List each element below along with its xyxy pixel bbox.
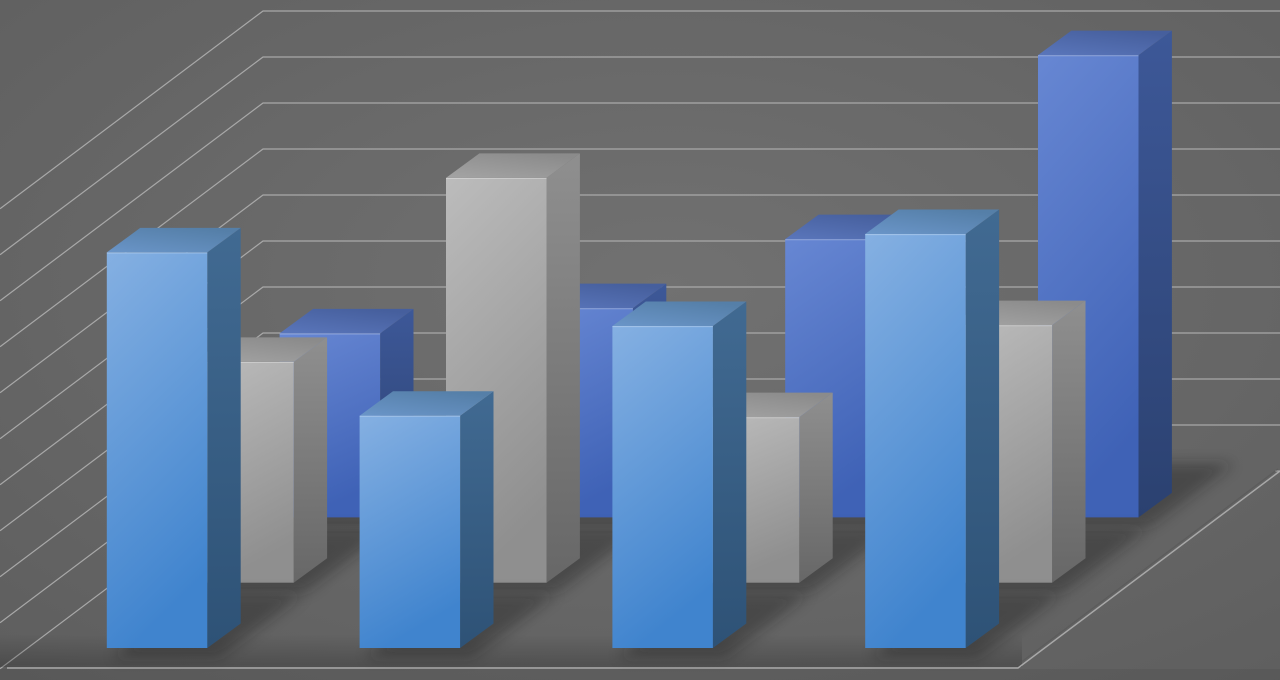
bar-face-side	[207, 227, 241, 648]
bar-face-side	[712, 301, 747, 648]
bar-face-top	[106, 227, 241, 253]
gridline	[0, 148, 1280, 348]
gridline	[0, 194, 1280, 394]
bar-c4-r3	[1038, 30, 1172, 518]
bar-c3-r1	[612, 301, 747, 648]
bar-face-front	[612, 326, 713, 648]
bar-face-side	[965, 209, 1000, 648]
bar-face-top	[1038, 30, 1172, 56]
gridline	[0, 102, 1280, 302]
bar-c2-r1	[359, 391, 494, 648]
bar-face-side	[1052, 300, 1086, 583]
floor-apron	[0, 669, 1280, 680]
gridline	[0, 56, 1280, 256]
bar-face-top	[865, 209, 1000, 234]
bar-c1-r1	[106, 227, 241, 648]
bar-c4-r1	[865, 209, 1000, 648]
bar-face-top	[359, 391, 494, 416]
bar-face-side	[1138, 30, 1172, 518]
gridline	[0, 10, 1280, 210]
bar-face-front	[865, 234, 966, 648]
floor-edge-shadow-line	[5, 468, 1279, 667]
bar-face-side	[799, 392, 833, 583]
floor-edge-line	[7, 470, 1280, 669]
bar-face-front	[106, 252, 208, 648]
bar-row-1	[106, 209, 1062, 657]
bar-face-side	[460, 391, 494, 648]
bar-face-top	[446, 153, 580, 178]
bar-face-front	[359, 415, 461, 648]
floor-edges	[5, 468, 1280, 669]
bar-face-top	[612, 301, 747, 326]
bar-c3-r2	[698, 392, 833, 583]
bar-face-top	[279, 308, 414, 334]
bar-face-side	[293, 337, 328, 583]
bar-face-side	[546, 153, 580, 583]
